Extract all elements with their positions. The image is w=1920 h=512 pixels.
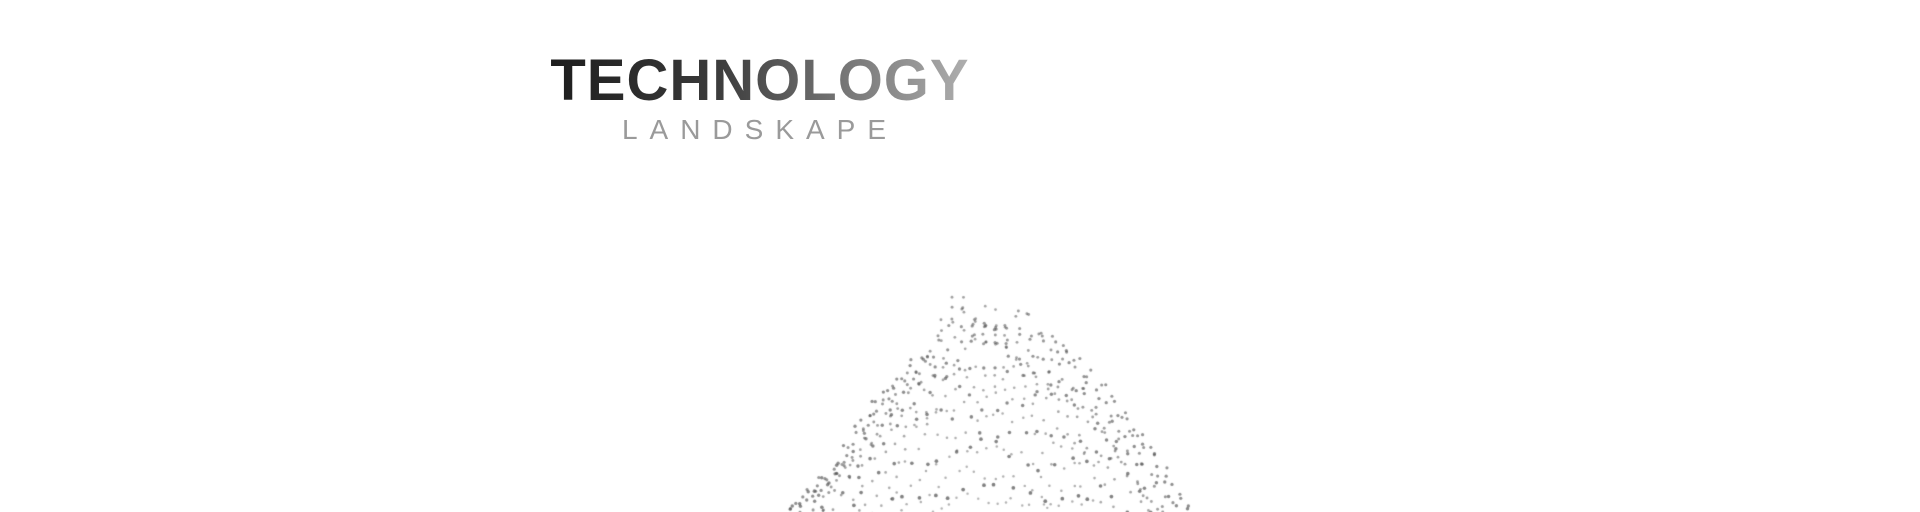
hero-graphic: TECHNOLOGY LANDSKAPE (0, 0, 1920, 512)
title-sub: LANDSKAPE (530, 110, 990, 149)
title-block: TECHNOLOGY LANDSKAPE (530, 52, 990, 149)
title-main: TECHNOLOGY (530, 52, 990, 110)
